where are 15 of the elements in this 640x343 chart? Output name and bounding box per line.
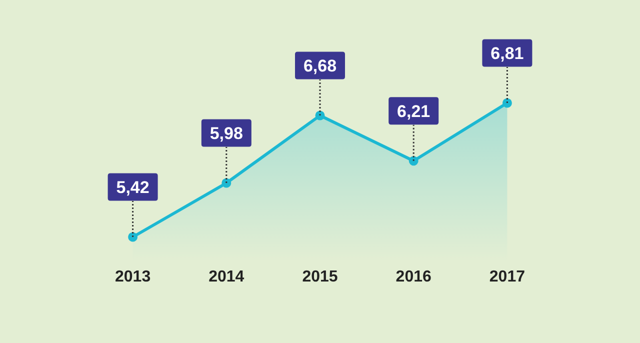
- x-tick-label: 2016: [396, 268, 432, 286]
- data-label: 6,68: [303, 56, 337, 76]
- data-label: 6,81: [490, 44, 524, 63]
- point: [502, 98, 512, 108]
- point: [408, 156, 418, 166]
- x-tick-label: 2015: [302, 268, 338, 286]
- x-tick-label: 2017: [489, 268, 526, 286]
- point: [222, 178, 232, 188]
- data-label: 5,42: [116, 178, 150, 197]
- data-label: 5,98: [210, 124, 243, 144]
- data-label: 6,21: [397, 102, 430, 121]
- x-tick-label: 2014: [208, 268, 244, 286]
- point: [128, 232, 138, 242]
- x-tick-label: 2013: [115, 268, 151, 286]
- point: [315, 110, 325, 120]
